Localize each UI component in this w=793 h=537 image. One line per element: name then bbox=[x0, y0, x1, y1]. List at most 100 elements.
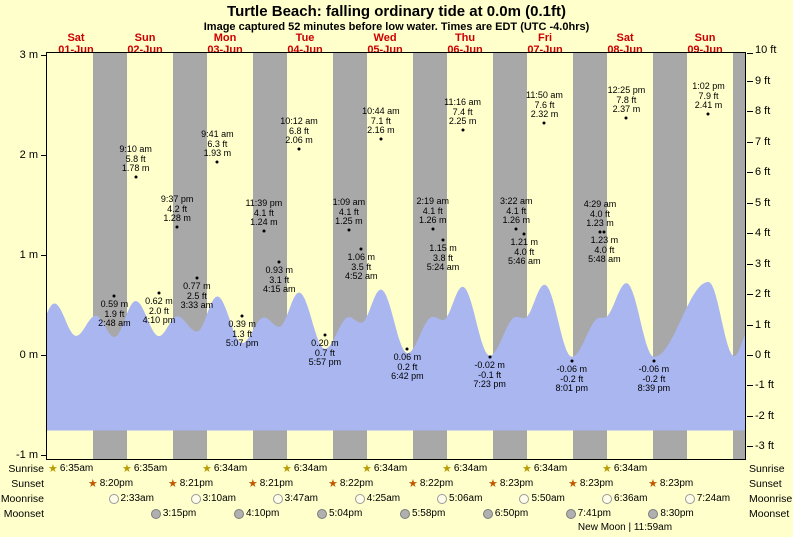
tide-high-dot bbox=[379, 137, 383, 141]
tide-high-label: 12:25 pm 7.8 ft 2.37 m bbox=[607, 85, 646, 114]
moonset-circle bbox=[482, 508, 493, 519]
sunset-star: ★ bbox=[87, 477, 98, 490]
tide-low-dot bbox=[441, 238, 445, 242]
tide-low-label: -0.06 m -0.2 ft 8:39 pm bbox=[637, 364, 671, 393]
sunset-time: 8:23pm bbox=[659, 478, 694, 489]
sunset-entry: ★ 8:23pm bbox=[568, 478, 613, 489]
moonrise-entry: 6:36am bbox=[602, 493, 647, 504]
tide-low-label: 0.59 m 1.9 ft 2:48 am bbox=[98, 299, 131, 328]
moonset-entry: 5:58pm bbox=[399, 508, 446, 519]
moonrise-circle bbox=[190, 493, 201, 504]
tide-high-dot bbox=[215, 160, 219, 164]
moonrise-time: 7:24am bbox=[696, 493, 731, 504]
tide-plot-area: 0.59 m 1.9 ft 2:48 am 9:10 am 5.8 ft 1.78… bbox=[46, 52, 746, 460]
left-axis-label: 3 m bbox=[19, 49, 38, 61]
right-axis-tick bbox=[747, 415, 753, 417]
tide-low-dot bbox=[652, 359, 656, 363]
sunset-time: 8:23pm bbox=[579, 478, 614, 489]
day-label-06-Jun: Thu 06-Jun bbox=[447, 32, 483, 56]
sunrise-entry: ★ 6:34am bbox=[362, 463, 407, 474]
row-label-sunset: Sunset bbox=[749, 478, 782, 490]
moonrise-time: 5:50am bbox=[531, 493, 565, 504]
tide-high-label: 11:39 pm 4.1 ft 1.24 m bbox=[245, 198, 283, 227]
right-axis-tick bbox=[747, 324, 753, 326]
left-axis-tick bbox=[41, 255, 47, 256]
left-axis-tick bbox=[41, 455, 47, 456]
moonrise-circle bbox=[519, 493, 530, 504]
moonrise-circle bbox=[272, 493, 283, 504]
sunrise-star: ★ bbox=[48, 462, 58, 475]
night-band-9 bbox=[733, 53, 745, 459]
sunrise-time: 6:34am bbox=[453, 463, 488, 474]
moonset-time: 6:50pm bbox=[494, 508, 529, 519]
right-axis-tick bbox=[747, 263, 753, 265]
moonset-circle bbox=[399, 508, 410, 519]
row-label-moonset: Moonset bbox=[3, 508, 44, 520]
tide-high-dot bbox=[175, 225, 179, 229]
tide-low-dot bbox=[359, 247, 363, 251]
tide-low-label: 1.23 m 4.0 ft 5:48 am bbox=[588, 235, 621, 264]
sunset-star: ★ bbox=[407, 477, 418, 490]
day-label-02-Jun: Sun 02-Jun bbox=[127, 32, 163, 56]
new-moon-label: New Moon | 11:59am bbox=[577, 522, 673, 533]
moonset-circle bbox=[233, 508, 244, 519]
left-axis-label: 1 m bbox=[19, 249, 38, 261]
moonrise-entry: 3:10am bbox=[190, 493, 236, 504]
row-label-moonrise: Moonrise bbox=[0, 493, 44, 505]
right-axis-label: 2 ft bbox=[755, 288, 771, 301]
tide-low-dot bbox=[157, 291, 161, 295]
moonset-time: 5:58pm bbox=[411, 508, 446, 519]
sunrise-entry: ★ 6:34am bbox=[202, 463, 247, 474]
row-label-sunset: Sunset bbox=[11, 478, 44, 490]
left-axis-tick bbox=[41, 155, 47, 156]
tide-low-dot bbox=[112, 294, 116, 298]
page-subtitle: Image captured 52 minutes before low wat… bbox=[203, 21, 590, 33]
right-axis-tick bbox=[747, 141, 753, 143]
sunrise-star: ★ bbox=[361, 462, 372, 475]
tide-high-dot bbox=[624, 116, 628, 120]
tide-high-dot bbox=[134, 175, 138, 179]
tide-low-dot bbox=[570, 359, 574, 363]
moonrise-entry: 3:47am bbox=[272, 493, 318, 504]
row-label-sunrise: Sunrise bbox=[8, 463, 44, 475]
tide-low-dot bbox=[522, 232, 526, 236]
sunrise-time: 6:34am bbox=[293, 463, 328, 474]
tide-high-dot bbox=[297, 147, 301, 151]
sunset-star: ★ bbox=[647, 477, 658, 490]
moonrise-entry: 5:50am bbox=[519, 493, 565, 504]
right-axis-label: 10 ft bbox=[755, 44, 777, 57]
moonset-time: 4:10pm bbox=[245, 508, 280, 519]
tide-low-dot bbox=[195, 276, 199, 280]
moonrise-entry: 2:33am bbox=[108, 493, 154, 504]
sunrise-time: 6:34am bbox=[613, 463, 648, 474]
tide-high-label: 2:19 am 4.1 ft 1.26 m bbox=[416, 196, 450, 225]
sunrise-star: ★ bbox=[521, 462, 532, 475]
day-label-05-Jun: Wed 05-Jun bbox=[367, 32, 403, 56]
right-axis-label: 4 ft bbox=[755, 227, 771, 240]
page-title: Turtle Beach: falling ordinary tide at 0… bbox=[227, 3, 566, 20]
sunrise-time: 6:34am bbox=[213, 463, 248, 474]
sunrise-star: ★ bbox=[441, 462, 452, 475]
right-axis-tick bbox=[747, 294, 753, 296]
sunset-time: 8:22pm bbox=[339, 478, 374, 489]
right-axis-tick bbox=[747, 446, 753, 448]
moonrise-time: 6:36am bbox=[614, 493, 648, 504]
sunset-star: ★ bbox=[327, 477, 338, 490]
sunrise-star: ★ bbox=[201, 462, 212, 475]
sunrise-time: 6:35am bbox=[133, 463, 168, 474]
tide-high-label: 1:02 pm 7.9 ft 2.41 m bbox=[692, 81, 725, 110]
day-label-09-Jun: Sun 09-Jun bbox=[687, 32, 723, 56]
moonset-time: 7:41pm bbox=[577, 508, 612, 519]
tide-low-label: -0.02 m -0.1 ft 7:23 pm bbox=[473, 360, 506, 389]
tide-high-label: 10:12 am 6.8 ft 2.06 m bbox=[280, 116, 318, 145]
right-axis-label: 8 ft bbox=[755, 105, 771, 118]
moonset-circle bbox=[316, 508, 327, 519]
tide-high-dot bbox=[514, 227, 518, 231]
sunrise-entry: ★ 6:35am bbox=[48, 463, 93, 474]
day-label-08-Jun: Sat 08-Jun bbox=[607, 32, 643, 56]
tide-low-dot bbox=[240, 314, 244, 318]
moonset-time: 3:15pm bbox=[162, 508, 197, 519]
sunrise-time: 6:34am bbox=[373, 463, 408, 474]
tide-high-dot bbox=[431, 227, 435, 231]
right-axis-label: 3 ft bbox=[755, 257, 771, 270]
